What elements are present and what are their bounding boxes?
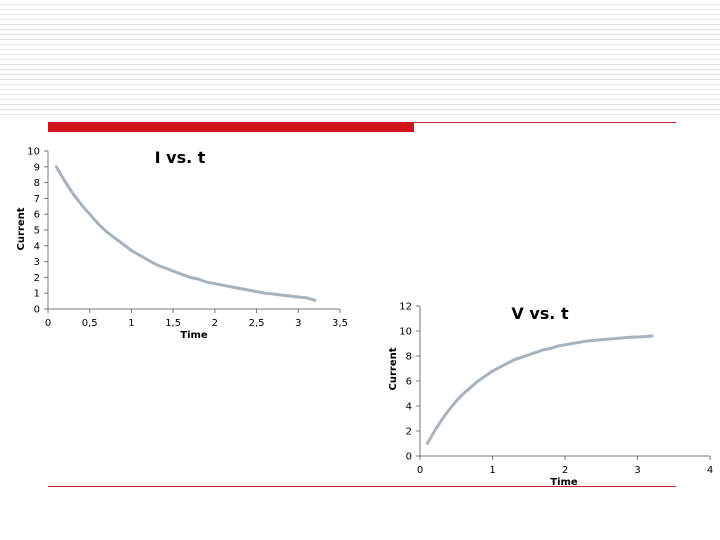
chart-title: I vs. t bbox=[155, 148, 206, 167]
x-tick-label: 3,5 bbox=[332, 318, 348, 329]
x-tick-label: 1 bbox=[128, 318, 134, 329]
y-tick-label: 0 bbox=[406, 452, 412, 463]
x-tick-label: 0,5 bbox=[82, 318, 98, 329]
y-tick-label: 9 bbox=[34, 162, 40, 173]
x-tick-label: 3 bbox=[634, 465, 640, 476]
y-tick-label: 5 bbox=[34, 226, 40, 237]
y-tick-label: 4 bbox=[406, 402, 412, 413]
y-tick-label: 10 bbox=[27, 147, 40, 158]
x-tick-label: 1,5 bbox=[165, 318, 181, 329]
background-stripes bbox=[0, 0, 720, 118]
y-tick-label: 7 bbox=[34, 194, 40, 205]
x-tick-label: 2,5 bbox=[249, 318, 265, 329]
x-tick-label: 2 bbox=[562, 465, 568, 476]
y-tick-label: 8 bbox=[34, 178, 40, 189]
y-tick-label: 0 bbox=[34, 305, 40, 316]
x-tick-label: 0 bbox=[417, 465, 423, 476]
x-tick-label: 2 bbox=[212, 318, 218, 329]
x-axis-title: Time bbox=[180, 330, 208, 341]
y-tick-label: 1 bbox=[34, 289, 40, 300]
series-line bbox=[54, 165, 317, 302]
y-axis-title: Current bbox=[16, 207, 27, 250]
y-tick-label: 2 bbox=[406, 427, 412, 438]
x-tick-label: 1 bbox=[489, 465, 495, 476]
bottom-accent-line bbox=[48, 486, 676, 487]
y-tick-label: 8 bbox=[406, 352, 412, 363]
y-tick-label: 10 bbox=[399, 327, 412, 338]
chart-title: V vs. t bbox=[511, 304, 569, 323]
y-tick-label: 6 bbox=[34, 210, 40, 221]
top-accent-line bbox=[414, 122, 676, 123]
x-axis-title: Time bbox=[550, 477, 578, 488]
y-tick-label: 4 bbox=[34, 241, 40, 252]
title-accent-bar bbox=[48, 122, 414, 132]
y-tick-label: 12 bbox=[399, 302, 412, 313]
y-axis-title: Current bbox=[388, 347, 399, 390]
series-line bbox=[425, 334, 654, 445]
x-tick-label: 0 bbox=[45, 318, 51, 329]
x-tick-label: 4 bbox=[707, 465, 713, 476]
y-tick-label: 3 bbox=[34, 257, 40, 268]
y-tick-label: 6 bbox=[406, 377, 412, 388]
y-tick-label: 2 bbox=[34, 273, 40, 284]
x-tick-label: 3 bbox=[295, 318, 301, 329]
